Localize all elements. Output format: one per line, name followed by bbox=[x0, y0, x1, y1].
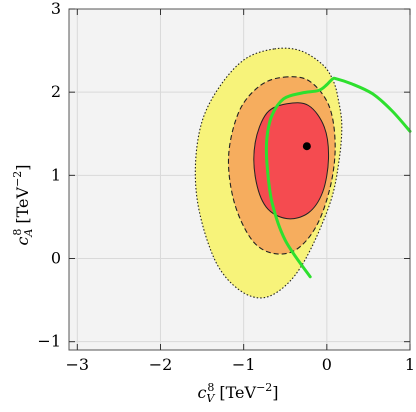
y-axis-label-superscript: 8 bbox=[11, 229, 24, 236]
x-tick-label: −2 bbox=[149, 355, 173, 374]
y-axis-unit-exponent: −2 bbox=[11, 171, 24, 187]
constraint-curve-layer bbox=[264, 76, 412, 279]
y-tick-label: 3 bbox=[51, 0, 61, 18]
axis-ticks bbox=[69, 8, 411, 350]
x-axis-label-superscript: 8 bbox=[207, 381, 214, 394]
constraint-curve bbox=[264, 76, 412, 279]
x-tick-label: 0 bbox=[322, 355, 332, 374]
y-tick-label: −1 bbox=[37, 332, 61, 351]
y-tick-label: 1 bbox=[51, 165, 61, 184]
x-axis-label-subscript: V bbox=[206, 392, 215, 405]
best-fit-point bbox=[302, 142, 311, 151]
x-axis-label: cV8 [TeV−2] bbox=[197, 381, 278, 405]
tick-labels: −3 −2 −1 0 1 −1 0 1 2 3 bbox=[37, 0, 415, 374]
x-tick-label: −3 bbox=[66, 355, 90, 374]
x-tick-label: −1 bbox=[232, 355, 256, 374]
region-inner bbox=[253, 102, 330, 220]
y-tick-label: 0 bbox=[51, 249, 61, 268]
y-axis-label: cA8[TeV−2] bbox=[11, 164, 35, 245]
y-axis-label-subscript: A bbox=[22, 229, 35, 238]
x-axis-unit-exponent: −2 bbox=[256, 381, 272, 394]
best-fit-layer bbox=[302, 142, 311, 151]
plot-frame bbox=[68, 8, 411, 351]
x-tick-label: 1 bbox=[405, 355, 415, 374]
y-tick-label: 2 bbox=[51, 82, 61, 101]
